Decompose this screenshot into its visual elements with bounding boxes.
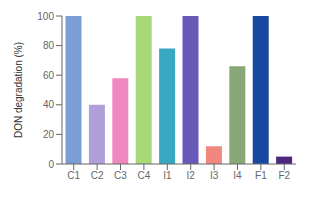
svg-text:C2: C2 <box>91 170 104 181</box>
svg-text:40: 40 <box>43 99 55 110</box>
svg-text:20: 20 <box>43 129 55 140</box>
svg-text:F2: F2 <box>278 170 290 181</box>
svg-text:I2: I2 <box>187 170 196 181</box>
svg-text:C1: C1 <box>67 170 80 181</box>
svg-text:80: 80 <box>43 40 55 51</box>
svg-text:60: 60 <box>43 70 55 81</box>
svg-text:C3: C3 <box>114 170 127 181</box>
svg-text:I4: I4 <box>233 170 242 181</box>
svg-text:100: 100 <box>37 11 54 22</box>
svg-text:C4: C4 <box>138 170 151 181</box>
svg-text:I3: I3 <box>210 170 219 181</box>
svg-text:I1: I1 <box>163 170 172 181</box>
svg-text:F1: F1 <box>255 170 267 181</box>
svg-text:DON degradation (%): DON degradation (%) <box>13 42 24 138</box>
svg-text:0: 0 <box>48 159 54 170</box>
